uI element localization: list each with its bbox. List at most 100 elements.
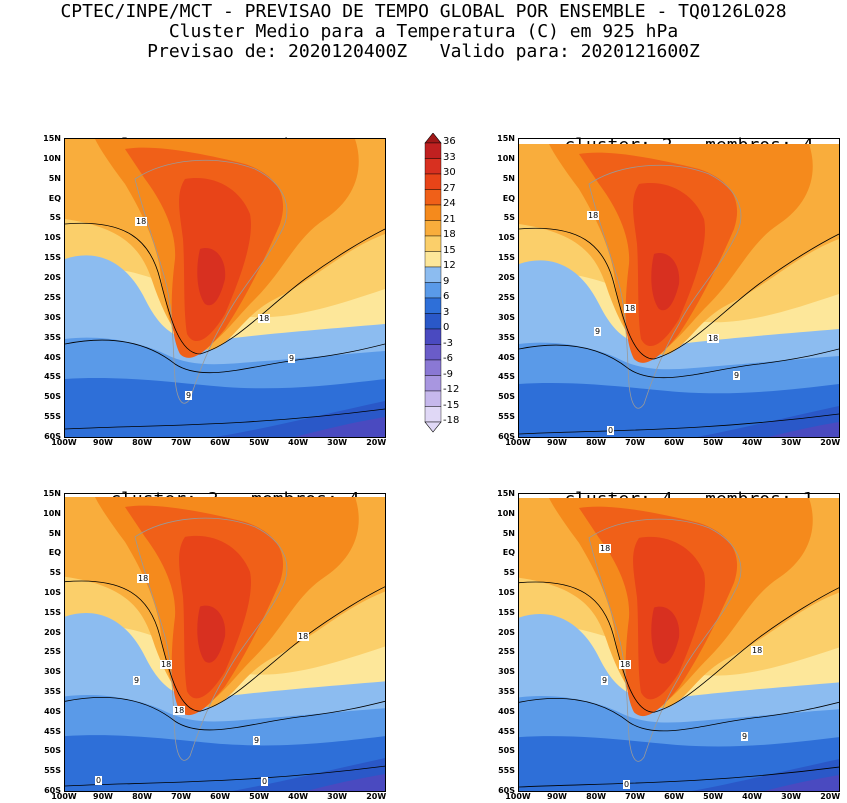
temperature-field xyxy=(519,497,839,791)
contour-label: 18 xyxy=(587,211,600,220)
contour-label: 18 xyxy=(135,217,148,226)
lat-tick-label: 40S xyxy=(44,706,61,716)
band-30 xyxy=(197,248,226,306)
contour-label: 18 xyxy=(160,660,173,669)
lat-tick-label: 60S xyxy=(498,786,515,795)
lat-tick-label: 45S xyxy=(498,372,515,382)
colorbar-label: 30 xyxy=(443,167,456,178)
colorbar-label: 21 xyxy=(443,213,456,225)
colorbar-label: 15 xyxy=(443,244,456,256)
contour-line xyxy=(65,580,385,712)
contour-line xyxy=(519,227,839,360)
lat-tick-label: 40S xyxy=(498,706,515,716)
lon-tick-label: 50W xyxy=(703,792,724,801)
contour-label: 18 xyxy=(707,334,720,343)
lat-tick-label: 60S xyxy=(498,432,515,441)
lat-tick-label: 40S xyxy=(44,352,61,362)
lat-tick-label: 30S xyxy=(498,667,515,677)
colorbar-label: 3 xyxy=(443,306,450,318)
contour-label: 9 xyxy=(185,391,193,400)
contour-line xyxy=(519,581,839,713)
lon-tick-label: 20W xyxy=(820,792,841,801)
contour-line xyxy=(519,344,839,379)
contour-label: 0 xyxy=(607,426,615,435)
lon-tick-label: 60W xyxy=(664,792,685,801)
lat-tick-label: 25S xyxy=(498,647,515,657)
lat-tick-label: 35S xyxy=(44,687,61,696)
contour-line xyxy=(519,413,839,435)
colorbar-swatch xyxy=(424,297,442,314)
lat-tick-label: 35S xyxy=(498,332,515,342)
lat-tick-label: 15S xyxy=(498,607,515,617)
lat-tick-label: 20S xyxy=(498,273,515,283)
lat-tick-label: 15N xyxy=(497,134,515,143)
continent-outline xyxy=(134,517,288,761)
colorbar-label: 24 xyxy=(443,198,456,209)
lat-tick-label: 10S xyxy=(44,233,61,243)
band-minus3 xyxy=(768,422,839,437)
lat-tick-label: 5N xyxy=(502,528,515,538)
lat-tick-label: EQ xyxy=(502,548,515,558)
colorbar-swatch xyxy=(424,189,442,206)
contour-label: 18 xyxy=(297,632,310,641)
subtitle-variable: Cluster Medio para a Temperatura (C) em … xyxy=(168,21,679,42)
temperature-field xyxy=(65,496,385,791)
lon-tick-label: 30W xyxy=(327,792,348,801)
lon-tick-label: 50W xyxy=(703,438,724,447)
contour-label: 18 xyxy=(258,314,271,323)
lat-tick-label: 15N xyxy=(43,134,61,143)
contour-label: 0 xyxy=(623,780,631,789)
colorbar-swatch xyxy=(424,282,442,299)
lat-tick-label: 10S xyxy=(498,588,515,597)
band-3 xyxy=(519,383,839,437)
colorbar-label: 6 xyxy=(443,291,450,302)
lat-tick-label: 20S xyxy=(44,273,61,283)
lat-tick-label: 5S xyxy=(49,568,61,578)
lat-tick-label: 35S xyxy=(498,687,515,696)
lat-tick-label: 55S xyxy=(498,412,515,422)
colorbar-swatch xyxy=(424,406,442,423)
panel-3-map: 18 18 18 18 9 9 0 0 xyxy=(64,493,386,792)
colorbar-label: 33 xyxy=(443,151,456,163)
lat-tick-label: EQ xyxy=(48,193,61,203)
panel-1-map: 18 18 9 9 xyxy=(64,138,386,438)
lat-tick-label: 25S xyxy=(498,292,515,302)
lat-tick-label: 35S xyxy=(44,332,61,342)
colorbar-label: -12 xyxy=(443,384,460,395)
lat-tick-label: 10N xyxy=(43,153,61,163)
lat-tick-label: 20S xyxy=(44,627,61,637)
colorbar-label: 36 xyxy=(443,136,456,147)
subtitle-dates: Previsao de: 2020120400Z Valido para: 20… xyxy=(147,41,700,62)
lat-tick-label: 45S xyxy=(44,372,61,382)
lat-tick-label: 30S xyxy=(44,312,61,322)
band-minus3 xyxy=(764,775,839,791)
colorbar-label: -6 xyxy=(443,353,453,364)
lon-tick-label: 90W xyxy=(547,792,567,801)
colorbar-swatch xyxy=(424,266,442,283)
colorbar-swatch xyxy=(424,375,442,392)
colorbar-label: 12 xyxy=(443,260,456,271)
lat-tick-label: 45S xyxy=(44,726,61,736)
lat-tick-label: 5S xyxy=(49,213,61,223)
contour-line xyxy=(65,696,385,731)
contour-line xyxy=(65,222,385,355)
colorbar-swatch xyxy=(424,390,442,407)
lat-tick-label: 30S xyxy=(44,667,61,677)
lon-tick-label: 50W xyxy=(249,792,270,801)
lon-tick-label: 70W xyxy=(171,438,192,447)
colorbar-min-arrow xyxy=(424,421,442,433)
lon-tick-label: 100W xyxy=(51,438,77,447)
lat-tick-label: 15N xyxy=(497,489,515,498)
lon-tick-label: 30W xyxy=(327,438,348,447)
colorbar-label: 9 xyxy=(443,275,450,287)
lon-tick-label: 30W xyxy=(781,792,802,801)
lat-tick-label: 20S xyxy=(498,627,515,637)
continent-outline xyxy=(588,518,742,762)
lat-tick-label: 5S xyxy=(503,213,515,223)
lat-tick-label: EQ xyxy=(48,548,61,558)
colorbar-swatch xyxy=(424,313,442,330)
lon-tick-label: 60W xyxy=(664,438,685,447)
lat-tick-label: 50S xyxy=(498,746,515,756)
lon-tick-label: 80W xyxy=(132,438,153,447)
lon-tick-label: 60W xyxy=(210,792,231,801)
